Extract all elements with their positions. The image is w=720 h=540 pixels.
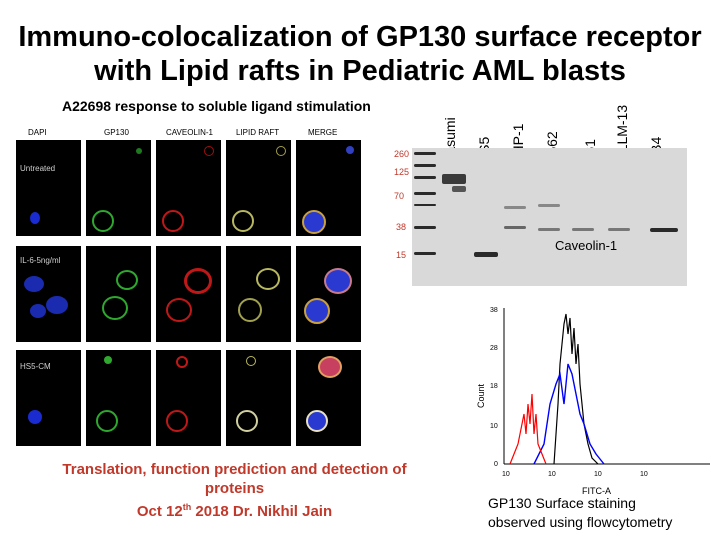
flow-caption-line1: GP130 Surface staining (488, 495, 636, 511)
flow-series-blue (533, 363, 605, 465)
footer-line3: Oct 12th 2018 Dr. Nikhil Jain (22, 498, 447, 521)
flow-series-red (509, 393, 547, 465)
flow-cytometry-histogram: Count 38 28 18 10 0 10 10 10 10 FITC-A (476, 307, 710, 496)
row-label-hs5: HS5-CM (20, 362, 51, 371)
image-il6-dapi: IL-6-5ng/ml (16, 246, 81, 342)
footer-text: Translation, function prediction and det… (22, 460, 447, 521)
footer-line1: Translation, function prediction and det… (62, 461, 407, 478)
channel-label-caveolin: CAVEOLIN-1 (166, 128, 213, 137)
flow-x-tick-1: 10 (502, 471, 510, 478)
channel-label-lipid-raft: LIPID RAFT (236, 128, 280, 137)
image-untreated-dapi: Untreated (16, 140, 81, 236)
mw-marker-70: 70 (394, 191, 405, 201)
row-label-untreated: Untreated (20, 164, 56, 173)
flow-y-tick-10: 10 (490, 423, 498, 430)
footer-date-author: 2018 Dr. Nikhil Jain (191, 503, 333, 520)
flow-y-tick-18: 18 (490, 383, 498, 390)
image-untreated-merge (296, 140, 361, 236)
microscopy-panel: A22698 response to soluble ligand stimul… (14, 92, 394, 446)
footer-line2: proteins (204, 480, 265, 497)
channel-label-merge: MERGE (308, 128, 338, 137)
flow-x-label: FITC-A (582, 486, 611, 496)
flow-caption-line2: observed using flowcytometry (488, 514, 673, 530)
slide-title-line1: Immuno-colocalization of GP130 surface r… (18, 21, 702, 53)
row-label-il6: IL-6-5ng/ml (20, 256, 61, 265)
flow-x-tick-4: 10 (640, 471, 648, 478)
image-il6-caveolin (156, 246, 221, 342)
flow-series-black (553, 313, 599, 465)
image-hs5-dapi: HS5-CM (16, 350, 81, 446)
western-blot-image (412, 148, 687, 286)
flow-y-label: Count (476, 383, 486, 408)
mw-marker-260: 260 (394, 149, 410, 159)
image-hs5-gp130 (86, 350, 151, 446)
flow-y-tick-0: 0 (494, 461, 498, 468)
image-untreated-caveolin (156, 140, 221, 236)
image-untreated-lipid-raft (226, 140, 291, 236)
slide-title-line2: with Lipid rafts in Pediatric AML blasts (94, 55, 626, 87)
flow-x-tick-2: 10 (548, 471, 556, 478)
image-il6-gp130 (86, 246, 151, 342)
mw-marker-15: 15 (396, 250, 407, 260)
footer-date-suffix: th (182, 502, 192, 512)
mw-marker-125: 125 (394, 167, 410, 177)
image-il6-merge (296, 246, 361, 342)
flow-x-tick-3: 10 (594, 471, 602, 478)
image-untreated-gp130 (86, 140, 151, 236)
caveolin-band-label: Caveolin-1 (555, 238, 618, 253)
mw-marker-38: 38 (396, 222, 407, 232)
footer-date-month: Oct 12 (136, 503, 183, 520)
microscopy-title: A22698 response to soluble ligand stimul… (62, 98, 371, 114)
flow-y-tick-38: 38 (490, 307, 498, 314)
channel-label-gp130: GP130 (104, 128, 129, 137)
channel-label-dapi: DAPI (28, 128, 47, 137)
image-il6-lipid-raft (226, 246, 291, 342)
image-hs5-lipid-raft (226, 350, 291, 446)
flow-y-tick-28: 28 (490, 345, 498, 352)
flow-caption: GP130 Surface staining observed using fl… (488, 494, 672, 532)
image-hs5-caveolin (156, 350, 221, 446)
image-hs5-merge (296, 350, 361, 446)
